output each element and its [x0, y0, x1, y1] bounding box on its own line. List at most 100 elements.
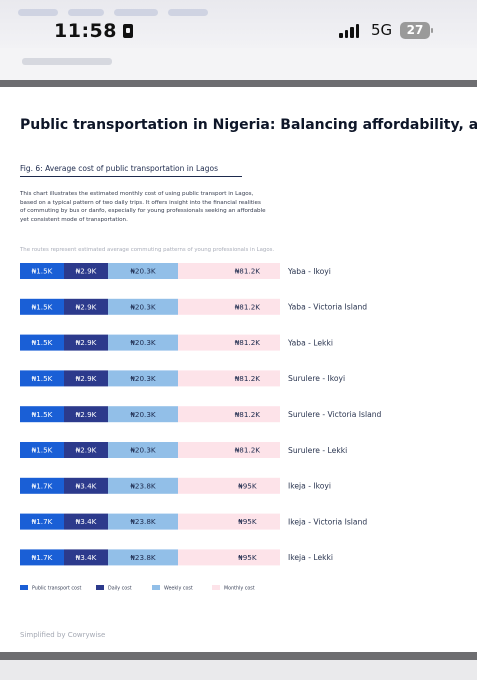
category-label: Ikeja - Victoria Island — [288, 517, 367, 526]
category-label: Yaba - Ikoyi — [287, 267, 331, 276]
bar-value-label: ₦3.4K — [76, 517, 97, 526]
legend-label: Daily cost — [108, 586, 132, 592]
bar-segment — [64, 334, 108, 351]
bar-segment — [108, 370, 178, 387]
bar-value-label: ₦1.7K — [32, 517, 53, 526]
bar-value-label: ₦1.5K — [32, 302, 53, 311]
bar-segment — [64, 513, 108, 530]
category-label: Ikeja - Lekki — [288, 553, 333, 562]
blurred-browser-tabs — [18, 9, 208, 16]
bar-segment — [108, 442, 178, 458]
bar-segment — [178, 334, 280, 351]
legend-swatch — [96, 585, 104, 590]
bar-value-label: ₦81.2K — [235, 302, 261, 311]
bar-value-label: ₦1.5K — [32, 410, 53, 419]
top-divider — [0, 80, 477, 87]
bar-value-label: ₦81.2K — [235, 267, 261, 276]
bar-segment — [20, 549, 64, 566]
bar-segment — [20, 477, 64, 494]
bar-segment — [178, 298, 280, 315]
bar-value-label: ₦3.4K — [76, 553, 97, 562]
bar-segment — [64, 298, 108, 315]
blurred-header-text — [22, 58, 112, 65]
bar-segment — [108, 549, 178, 566]
chart-description: This chart illustrates the estimated mon… — [20, 191, 266, 223]
bar-value-label: ₦95K — [238, 517, 257, 526]
legend-swatch — [152, 585, 160, 590]
bar-segment — [20, 406, 64, 423]
figure-title: Fig. 6: Average cost of public transport… — [20, 164, 219, 173]
bar-value-label: ₦20.3K — [130, 302, 156, 311]
bar-segment — [108, 263, 178, 279]
legend-label: Weekly cost — [164, 586, 193, 592]
bar-value-label: ₦1.7K — [32, 481, 53, 490]
bar-segment — [178, 263, 280, 279]
bar-value-label: ₦1.5K — [32, 267, 53, 276]
status-bar: 11:58 5G 27 — [0, 0, 477, 48]
bar-value-label: ₦1.5K — [32, 338, 53, 347]
bar-segment — [20, 442, 64, 458]
legend-label: Public transport cost — [32, 586, 81, 592]
bar-segment — [20, 370, 64, 387]
bar-segment — [20, 513, 64, 530]
bar-segment — [20, 263, 64, 279]
bar-segment — [64, 370, 108, 387]
bar-value-label: ₦20.3K — [130, 338, 156, 347]
bar-value-label: ₦81.2K — [235, 410, 261, 419]
bar-value-label: ₦20.3K — [130, 446, 156, 455]
bar-segment — [64, 442, 108, 458]
chart-note: The routes represent estimated average c… — [20, 247, 275, 253]
brand-credit: Simplified by Cowrywise — [20, 631, 106, 639]
bar-value-label: ₦95K — [238, 481, 257, 490]
category-label: Surulere - Ikoyi — [288, 374, 345, 383]
bar-value-label: ₦81.2K — [235, 374, 261, 383]
legend-label: Monthly cost — [224, 586, 255, 592]
category-label: Ikeja - Ikoyi — [288, 482, 331, 491]
category-label: Yaba - Victoria Island — [287, 303, 367, 312]
category-label: Yaba - Lekki — [287, 338, 333, 347]
bar-segment — [64, 406, 108, 423]
bar-value-label: ₦2.9K — [76, 267, 97, 276]
lock-icon — [122, 24, 133, 38]
bar-value-label: ₦2.9K — [76, 374, 97, 383]
bar-segment — [178, 406, 280, 423]
stacked-bar-chart: ₦1.5K ₦2.9K ₦20.3K ₦81.2K Yaba - Ikoyi ₦1.5K ₦… — [20, 263, 382, 592]
bar-segment — [108, 334, 178, 351]
bar-value-label: ₦23.8K — [130, 517, 156, 526]
status-time: 11:58 — [54, 20, 133, 42]
bar-value-label: ₦95K — [238, 553, 257, 562]
bar-value-label: ₦2.9K — [76, 410, 97, 419]
bar-value-label: ₦2.9K — [76, 302, 97, 311]
bottom-divider — [0, 652, 477, 660]
bar-value-label: ₦20.3K — [130, 267, 156, 276]
network-type: 5G — [371, 21, 393, 39]
bar-segment — [20, 334, 64, 351]
bar-value-label: ₦23.8K — [130, 481, 156, 490]
page-title: Public transportation in Nigeria: Balanc… — [20, 117, 477, 133]
category-label: Surulere - Victoria Island — [288, 410, 382, 419]
bar-value-label: ₦23.8K — [130, 553, 156, 562]
bar-segment — [178, 477, 280, 494]
bar-segment — [178, 549, 280, 566]
bar-value-label: ₦81.2K — [235, 446, 261, 455]
bar-value-label: ₦3.4K — [76, 481, 97, 490]
figure-title-underline — [20, 176, 242, 177]
legend-swatch — [20, 585, 28, 590]
bar-value-label: ₦1.5K — [32, 374, 53, 383]
signal-icon — [339, 24, 359, 38]
bar-value-label: ₦2.9K — [76, 338, 97, 347]
bar-segment — [108, 298, 178, 315]
battery-icon: 27 — [400, 22, 433, 39]
bar-value-label: ₦81.2K — [235, 338, 261, 347]
bar-value-label: ₦1.5K — [32, 446, 53, 455]
bar-segment — [64, 549, 108, 566]
bar-segment — [178, 442, 280, 458]
bar-value-label: ₦20.3K — [130, 410, 156, 419]
bar-segment — [178, 370, 280, 387]
bar-segment — [108, 513, 178, 530]
article-card: Public transportation in Nigeria: Balanc… — [0, 87, 477, 652]
page-below — [0, 660, 477, 680]
bar-value-label: ₦2.9K — [76, 446, 97, 455]
category-label: Surulere - Lekki — [288, 446, 347, 455]
bar-value-label: ₦1.7K — [32, 553, 53, 562]
